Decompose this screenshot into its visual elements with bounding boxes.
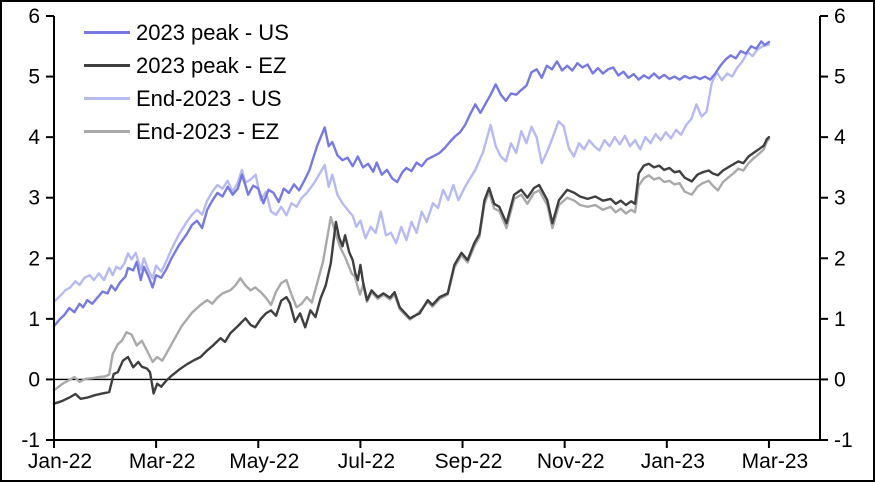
- y-axis-tick-label-left: 1: [28, 308, 40, 331]
- x-axis-tick-label: Mar-23: [742, 450, 809, 473]
- y-axis-tick-label-right: 4: [834, 126, 846, 149]
- series-line-4: [52, 137, 771, 392]
- x-axis-tick-label: Sep-22: [435, 450, 503, 473]
- y-axis-tick-label-left: 3: [28, 187, 40, 210]
- y-axis-tick-label-right: 2: [834, 247, 846, 270]
- y-axis-tick-label-left: 5: [28, 66, 40, 89]
- y-axis-tick-label-left: 2: [28, 247, 40, 270]
- y-axis-tick-label-left: 6: [28, 5, 40, 28]
- legend-item-2: 2023 peak - EZ: [84, 49, 289, 82]
- y-axis-tick-label-right: 5: [834, 66, 846, 89]
- legend-label: End-2023 - US: [136, 85, 282, 111]
- series-line-3: [52, 43, 771, 304]
- x-axis-tick-label: Jan-22: [28, 450, 92, 473]
- series-line-2: [52, 135, 771, 405]
- x-axis-tick-label: Jan-23: [641, 450, 705, 473]
- x-axis-tick-label: May-22: [229, 450, 299, 473]
- legend-swatch-icon: [84, 64, 130, 67]
- legend-swatch-icon: [84, 130, 130, 133]
- x-axis-tick-label: Mar-22: [129, 450, 196, 473]
- legend-label: End-2023 - EZ: [136, 118, 280, 144]
- y-axis-tick-label-right: 3: [834, 187, 846, 210]
- legend-item-1: 2023 peak - US: [84, 16, 289, 49]
- y-axis-tick-label-left: 0: [28, 368, 40, 391]
- y-axis-tick-label-left: -1: [21, 429, 40, 452]
- y-axis-tick-label-right: 0: [834, 368, 846, 391]
- x-axis-tick-label: Nov-22: [537, 450, 605, 473]
- x-axis-tick-label: Jul-22: [338, 450, 395, 473]
- legend-item-3: End-2023 - US: [84, 82, 289, 115]
- chart-legend: 2023 peak - US 2023 peak - EZ End-2023 - U…: [84, 16, 289, 148]
- series-line-1: [52, 40, 771, 328]
- y-axis-tick-label-right: 6: [834, 5, 846, 28]
- y-axis-tick-label-right: -1: [834, 429, 853, 452]
- legend-label: 2023 peak - US: [136, 19, 289, 45]
- legend-swatch-icon: [84, 97, 130, 100]
- y-axis-tick-label-right: 1: [834, 308, 846, 331]
- legend-item-4: End-2023 - EZ: [84, 115, 289, 148]
- y-axis-tick-label-left: 4: [28, 126, 40, 149]
- legend-swatch-icon: [84, 31, 130, 34]
- legend-label: 2023 peak - EZ: [136, 52, 287, 78]
